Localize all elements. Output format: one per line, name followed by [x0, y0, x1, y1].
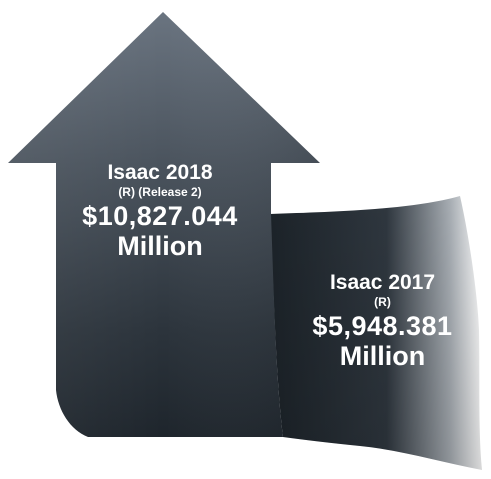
amount-unit: Million [339, 340, 426, 371]
ribbon-shade [270, 196, 482, 470]
value-block-2018: Isaac 2018 (R) (Release 2) $10,827.044 M… [55, 161, 265, 261]
release-subtitle: (R) (Release 2) [118, 184, 202, 199]
year-title: Isaac 2018 [107, 161, 213, 184]
arrow-shine [8, 12, 320, 437]
amount-value: $5,948.381 [312, 310, 453, 341]
amount-value: $10,827.044 [82, 200, 238, 231]
amount-unit: Million [117, 230, 203, 261]
release-subtitle: (R) [374, 294, 391, 309]
year-title: Isaac 2017 [329, 271, 436, 294]
value-block-2017: Isaac 2017 (R) $5,948.381 Million [275, 271, 490, 371]
